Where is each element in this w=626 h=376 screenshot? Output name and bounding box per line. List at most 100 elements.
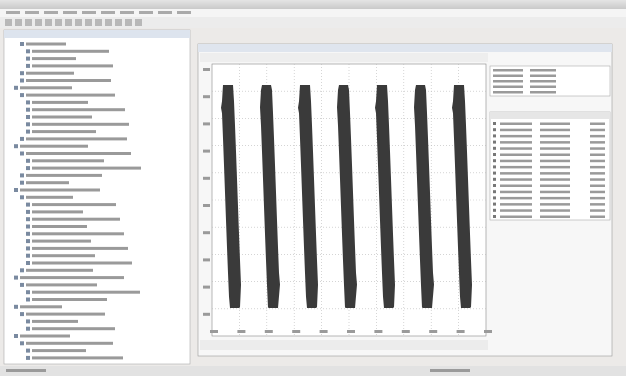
tree-icon xyxy=(20,312,24,317)
tree-label xyxy=(26,152,131,155)
tree-icon xyxy=(26,246,30,251)
property-value xyxy=(530,74,556,77)
tree-icon xyxy=(26,231,30,236)
menu-bar[interactable] xyxy=(0,9,626,17)
channel-name xyxy=(500,190,532,194)
axis-label xyxy=(456,330,465,333)
property-value xyxy=(530,85,556,88)
toolbar[interactable] xyxy=(0,17,626,28)
tree-label xyxy=(32,49,109,53)
tree-label xyxy=(32,64,113,68)
channel-icon xyxy=(493,159,496,163)
scope-window-header xyxy=(198,44,612,52)
channel-value xyxy=(540,134,570,138)
tree-label xyxy=(32,108,125,112)
channel-icon xyxy=(493,153,496,156)
tree-label xyxy=(32,166,141,170)
tree-icon xyxy=(26,217,30,222)
tree-icon xyxy=(20,341,24,346)
tree-label xyxy=(26,341,113,345)
channel-name xyxy=(500,153,532,156)
waveform xyxy=(216,85,482,308)
tree-icon xyxy=(26,348,30,353)
channel-name xyxy=(500,209,532,212)
channel-unit xyxy=(590,159,605,163)
channel-icon xyxy=(493,208,496,212)
channel-name xyxy=(500,122,532,125)
tree-label xyxy=(32,159,104,163)
menu-item xyxy=(139,11,153,14)
tree-label xyxy=(26,173,102,177)
axis-label xyxy=(203,122,210,126)
tree-icon xyxy=(20,180,24,185)
status-bar xyxy=(0,366,626,376)
channel-unit xyxy=(590,134,605,138)
channel-value xyxy=(540,141,570,144)
tree-icon xyxy=(26,129,30,134)
tree-icon xyxy=(26,261,30,265)
decorations xyxy=(5,11,605,372)
tree-icon xyxy=(20,173,24,178)
tree-icon xyxy=(20,78,24,83)
tree-icon xyxy=(14,85,18,90)
toolbar-icon xyxy=(75,19,82,26)
tree-label xyxy=(32,356,123,360)
tree-label xyxy=(26,268,93,272)
channel-unit xyxy=(590,172,605,175)
tree-label xyxy=(26,137,127,141)
tree-label xyxy=(32,290,140,294)
channel-unit xyxy=(590,128,605,132)
toolbar-icon xyxy=(55,19,62,26)
menu-item xyxy=(63,11,77,14)
menu-item xyxy=(101,11,115,14)
axis-label xyxy=(484,330,492,333)
channel-value xyxy=(540,203,570,206)
tree-label xyxy=(32,232,124,236)
channel-unit xyxy=(590,153,605,156)
scope-toolbar[interactable] xyxy=(200,53,488,62)
tree-icon xyxy=(20,282,24,287)
menu-item xyxy=(177,11,191,14)
axis-label xyxy=(203,312,210,316)
tree-label xyxy=(20,276,124,280)
tree-label xyxy=(32,122,129,126)
tree-icon xyxy=(20,151,24,156)
tree-label xyxy=(26,71,74,75)
tree-panel-header xyxy=(4,30,190,38)
property-name xyxy=(493,80,523,83)
channel-icon xyxy=(493,165,496,169)
channel-unit xyxy=(590,209,605,212)
axis-label xyxy=(203,95,210,99)
tree-label xyxy=(32,246,128,250)
axis-label xyxy=(374,330,383,333)
tree-label xyxy=(20,188,100,192)
tree-label xyxy=(20,305,62,309)
tree-icon xyxy=(14,334,18,338)
axis-label xyxy=(203,231,210,235)
toolbar-icon xyxy=(65,19,72,26)
tree-label xyxy=(32,225,87,228)
tree-icon xyxy=(26,253,30,258)
tree-label xyxy=(32,254,95,258)
tree-label xyxy=(32,349,86,353)
channel-unit xyxy=(590,215,605,218)
property-value xyxy=(530,69,556,72)
tree-icon xyxy=(26,107,30,112)
tree-icon xyxy=(26,290,30,295)
tree-icon xyxy=(20,42,24,46)
axis-label xyxy=(319,330,328,333)
axis-label xyxy=(203,204,210,207)
property-name xyxy=(493,69,523,72)
menu-item xyxy=(82,11,96,14)
tree-label xyxy=(20,144,88,148)
channel-icon xyxy=(493,122,496,125)
axis-label xyxy=(203,176,210,180)
channel-unit xyxy=(590,141,605,144)
channel-value xyxy=(540,209,570,212)
channel-icon xyxy=(493,134,496,138)
channel-name xyxy=(500,128,532,132)
status-text xyxy=(430,369,470,372)
channel-unit xyxy=(590,190,605,194)
tree-label xyxy=(26,93,115,97)
tree-icon xyxy=(20,71,24,76)
